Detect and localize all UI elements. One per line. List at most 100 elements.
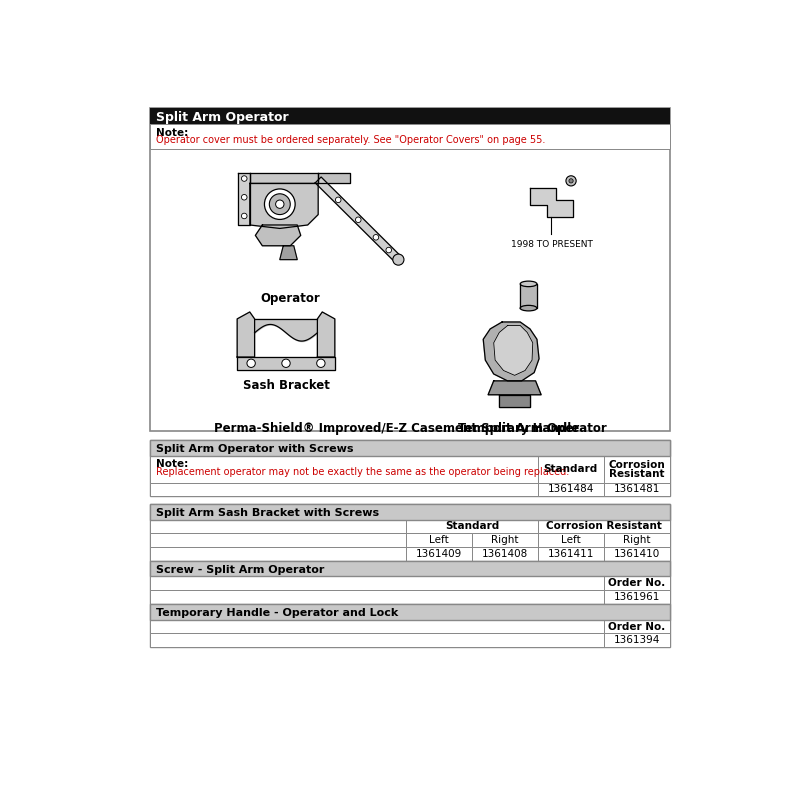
Text: Split Arm Operator: Split Arm Operator: [156, 111, 289, 124]
Bar: [538, 455, 604, 482]
Text: Perma-Shield® Improved/E-Z Casement Split Arm Operator: Perma-Shield® Improved/E-Z Casement Spli…: [214, 422, 606, 434]
Circle shape: [569, 178, 573, 183]
Circle shape: [270, 194, 290, 214]
Circle shape: [386, 247, 391, 253]
Circle shape: [566, 176, 576, 186]
Text: Replacement operator may not be exactly the same as the operator being replaced.: Replacement operator may not be exactly …: [156, 467, 569, 477]
Bar: [150, 455, 538, 482]
Polygon shape: [237, 312, 254, 357]
Bar: [406, 534, 472, 547]
Polygon shape: [494, 326, 533, 375]
Bar: [604, 619, 670, 634]
Polygon shape: [520, 284, 537, 308]
Bar: [604, 455, 670, 482]
Circle shape: [335, 197, 341, 202]
Text: 1361410: 1361410: [614, 549, 660, 559]
Bar: [150, 504, 670, 519]
Bar: [538, 534, 604, 547]
Text: Temporary Handle: Temporary Handle: [458, 422, 579, 435]
Text: Corrosion Resistant: Corrosion Resistant: [546, 522, 662, 531]
Text: 1361409: 1361409: [416, 549, 462, 559]
Bar: [150, 440, 670, 496]
Circle shape: [393, 254, 404, 265]
Text: Right: Right: [623, 535, 650, 546]
Polygon shape: [318, 173, 350, 183]
Bar: [150, 107, 670, 125]
Text: 1361481: 1361481: [614, 485, 660, 494]
Text: Left: Left: [561, 535, 581, 546]
Text: Split Arm Sash Bracket with Screws: Split Arm Sash Bracket with Screws: [156, 508, 379, 518]
Circle shape: [242, 213, 247, 218]
Bar: [150, 577, 604, 590]
Bar: [150, 561, 670, 604]
Circle shape: [355, 217, 361, 222]
Polygon shape: [250, 173, 318, 183]
Polygon shape: [255, 225, 301, 246]
Text: Standard: Standard: [445, 522, 499, 531]
Text: Standard: Standard: [544, 464, 598, 474]
Text: Right: Right: [491, 535, 518, 546]
Text: Resistant: Resistant: [609, 469, 665, 478]
Circle shape: [373, 234, 378, 240]
Bar: [150, 534, 406, 547]
Bar: [150, 125, 670, 149]
Text: Operator: Operator: [260, 291, 320, 305]
Bar: [150, 604, 670, 647]
Bar: [150, 604, 670, 619]
Text: Note:: Note:: [156, 458, 188, 469]
Circle shape: [265, 189, 295, 219]
Circle shape: [276, 200, 284, 208]
Bar: [604, 482, 670, 496]
Text: Corrosion: Corrosion: [608, 460, 665, 470]
Bar: [150, 504, 670, 561]
Text: Sash Bracket: Sash Bracket: [242, 378, 330, 391]
Bar: [538, 547, 604, 561]
Polygon shape: [318, 312, 335, 357]
Bar: [150, 482, 538, 496]
Bar: [538, 482, 604, 496]
Text: 1998 TO PRESENT: 1998 TO PRESENT: [511, 240, 593, 249]
Bar: [150, 619, 604, 634]
Bar: [150, 519, 406, 534]
Bar: [538, 519, 670, 534]
Polygon shape: [280, 246, 298, 260]
Bar: [406, 547, 472, 561]
Bar: [150, 590, 604, 604]
Polygon shape: [237, 357, 335, 370]
Polygon shape: [488, 381, 541, 394]
Text: Screw - Split Arm Operator: Screw - Split Arm Operator: [156, 565, 324, 575]
Text: Temporary Handle - Operator and Lock: Temporary Handle - Operator and Lock: [156, 608, 398, 618]
Text: 1361408: 1361408: [482, 549, 528, 559]
Bar: [150, 547, 406, 561]
Bar: [472, 534, 538, 547]
Bar: [604, 547, 670, 561]
Bar: [472, 547, 538, 561]
Text: 1361394: 1361394: [614, 635, 660, 646]
Bar: [604, 577, 670, 590]
Polygon shape: [483, 322, 539, 381]
Bar: [150, 107, 670, 431]
Circle shape: [242, 176, 247, 182]
Text: 1361484: 1361484: [548, 485, 594, 494]
Bar: [604, 534, 670, 547]
Polygon shape: [499, 394, 530, 407]
Text: 1361411: 1361411: [548, 549, 594, 559]
Bar: [604, 590, 670, 604]
Polygon shape: [530, 188, 573, 218]
Circle shape: [242, 194, 247, 200]
Text: Order No.: Order No.: [608, 622, 666, 631]
Text: Order No.: Order No.: [608, 578, 666, 589]
Polygon shape: [250, 183, 318, 229]
Bar: [150, 561, 670, 577]
Circle shape: [282, 359, 290, 367]
Text: Note:: Note:: [156, 127, 188, 138]
Bar: [150, 634, 604, 647]
Text: Operator cover must be ordered separately. See "Operator Covers" on page 55.: Operator cover must be ordered separatel…: [156, 135, 545, 146]
Polygon shape: [315, 177, 402, 262]
Bar: [604, 634, 670, 647]
Ellipse shape: [520, 306, 537, 311]
Text: 1361961: 1361961: [614, 592, 660, 602]
Bar: [150, 440, 670, 455]
Circle shape: [317, 359, 325, 367]
Bar: [406, 519, 538, 534]
